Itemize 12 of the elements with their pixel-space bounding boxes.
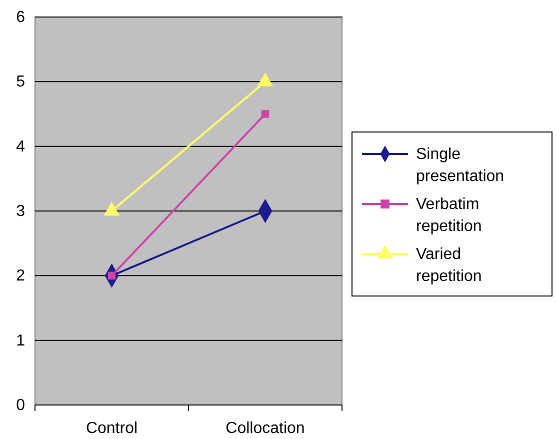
y-tick-label: 6 [16, 9, 26, 26]
x-tick-label: Control [86, 420, 138, 437]
y-tick-label: 1 [16, 332, 26, 350]
y-tick-label: 3 [16, 203, 26, 220]
legend-label: Verbatim repetition [416, 196, 482, 235]
y-tick-label: 2 [16, 268, 26, 285]
y-tick-label: 4 [16, 138, 26, 156]
x-tick-label: Collocation [226, 420, 305, 437]
y-tick-label: 0 [16, 397, 26, 414]
legend-label: Varied repetition [416, 246, 482, 285]
y-tick-label: 5 [16, 74, 26, 91]
legend-label: Single presentation [416, 146, 504, 185]
